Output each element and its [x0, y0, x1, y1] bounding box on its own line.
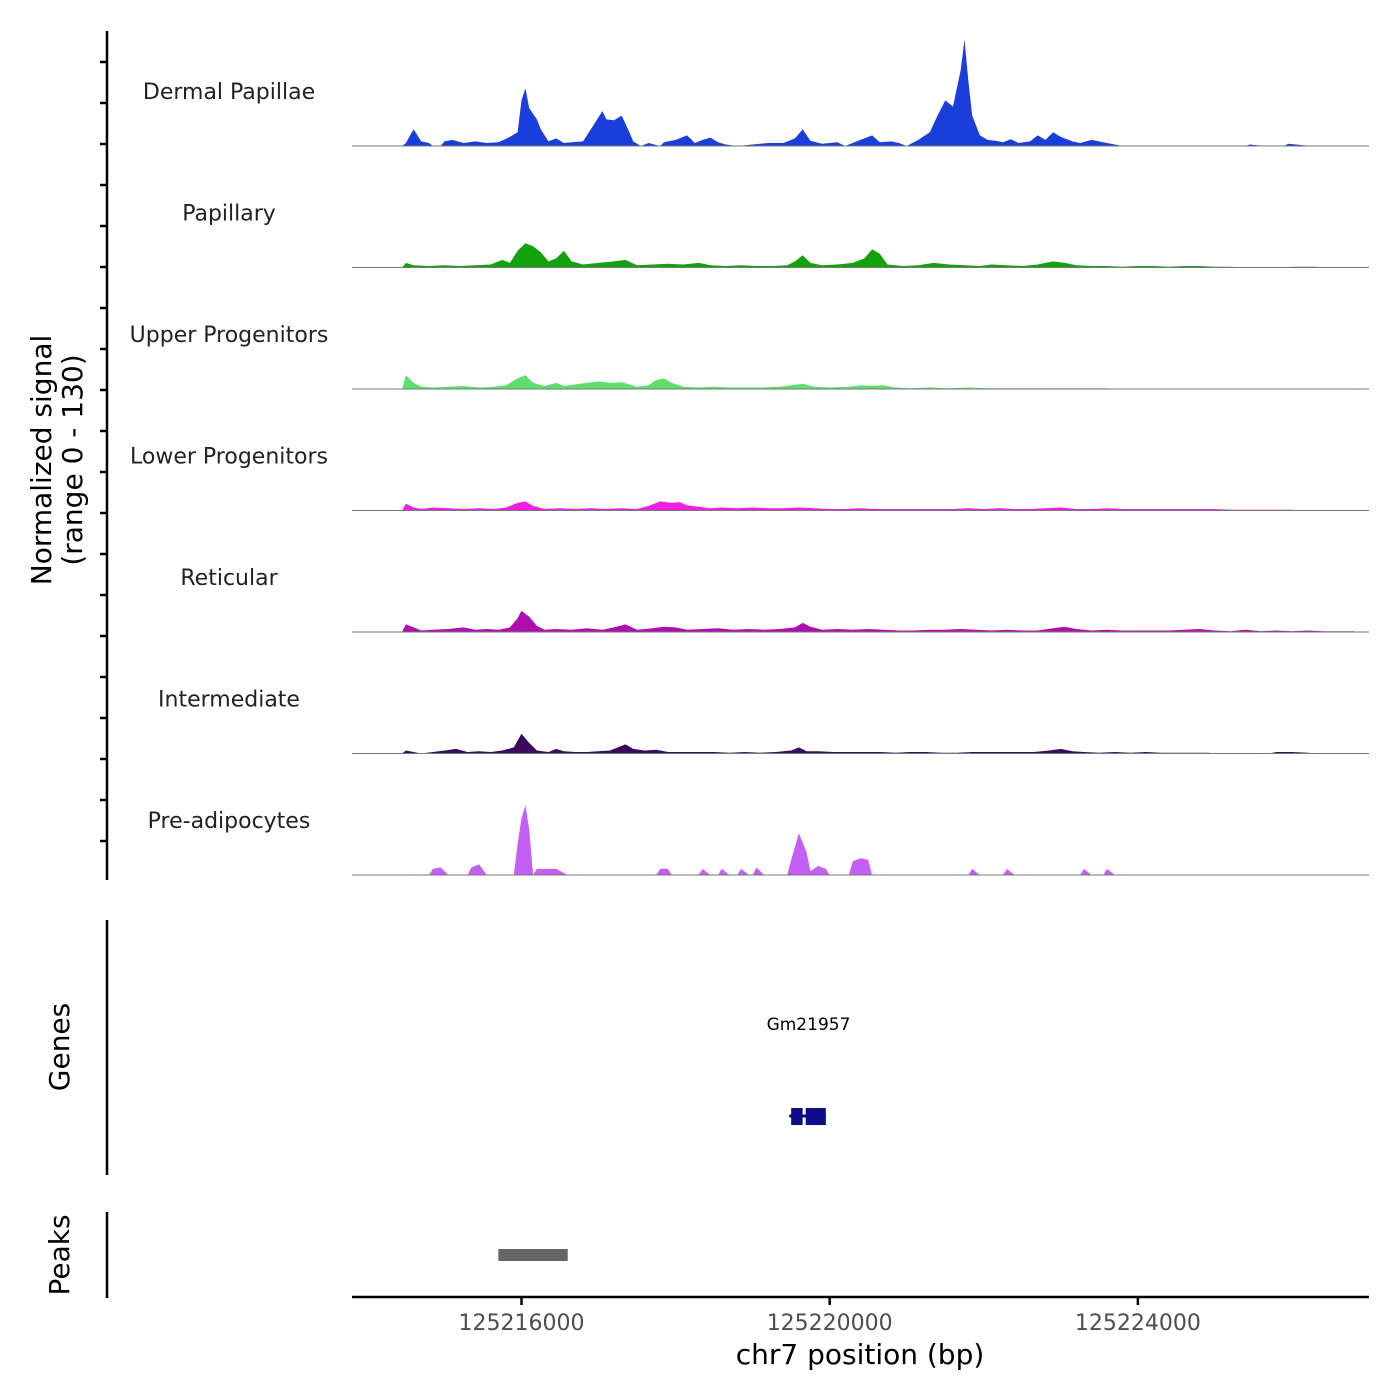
x-axis: 125216000 125220000 125224000 chr7 positio… — [352, 1295, 1369, 1371]
signal-track: Pre-adipocytes — [148, 805, 1369, 876]
genes-panel: Genes Gm21957 — [43, 920, 850, 1175]
signal-track: Lower Progenitors — [130, 445, 1369, 511]
x-axis-ticks: 125216000 125220000 125224000 — [459, 1297, 1201, 1336]
signal-area — [402, 39, 1312, 146]
signal-track: Intermediate — [158, 688, 1369, 754]
signal-track: Reticular — [180, 566, 1369, 633]
signal-left-axis — [100, 31, 109, 880]
y-axis-label-line1: Normalized signal — [25, 335, 58, 586]
y-axis-label-line2: (range 0 - 130) — [56, 354, 89, 565]
signal-track: Papillary — [182, 202, 1369, 268]
track-label: Pre-adipocytes — [148, 809, 311, 834]
track-label: Papillary — [182, 202, 276, 227]
x-axis-tick-label: 125224000 — [1075, 1311, 1201, 1336]
signal-area — [429, 805, 1115, 875]
gene-exon — [791, 1108, 803, 1125]
gene-model: Gm21957 — [767, 1015, 851, 1125]
x-axis-tick-label: 125220000 — [767, 1311, 893, 1336]
gene-exon — [805, 1108, 826, 1125]
track-label: Upper Progenitors — [130, 323, 329, 348]
peak-bar — [498, 1249, 568, 1261]
peak-annotations — [498, 1249, 568, 1261]
signal-track: Upper Progenitors — [130, 323, 1369, 390]
genes-panel-label: Genes — [43, 1003, 76, 1091]
signal-tracks: Dermal Papillae Papillary Upper Progenitor… — [130, 39, 1369, 876]
peaks-panel-label: Peaks — [43, 1214, 76, 1295]
x-axis-label: chr7 position (bp) — [736, 1338, 985, 1371]
signal-area — [402, 733, 1316, 754]
signal-area — [402, 610, 1358, 632]
signal-axis-ticks — [100, 60, 107, 843]
gene-name: Gm21957 — [767, 1015, 851, 1035]
signal-area — [402, 375, 1366, 389]
signal-track: Dermal Papillae — [143, 39, 1369, 147]
peaks-panel: Peaks — [43, 1212, 568, 1298]
track-label: Dermal Papillae — [143, 80, 315, 105]
signal-area — [402, 501, 1300, 511]
x-axis-tick-label: 125216000 — [459, 1311, 585, 1336]
track-label: Reticular — [180, 566, 278, 591]
gene-annotations: Gm21957 — [767, 1015, 851, 1125]
track-label: Intermediate — [158, 688, 300, 713]
track-label: Lower Progenitors — [130, 445, 328, 470]
signal-area — [402, 243, 1323, 268]
